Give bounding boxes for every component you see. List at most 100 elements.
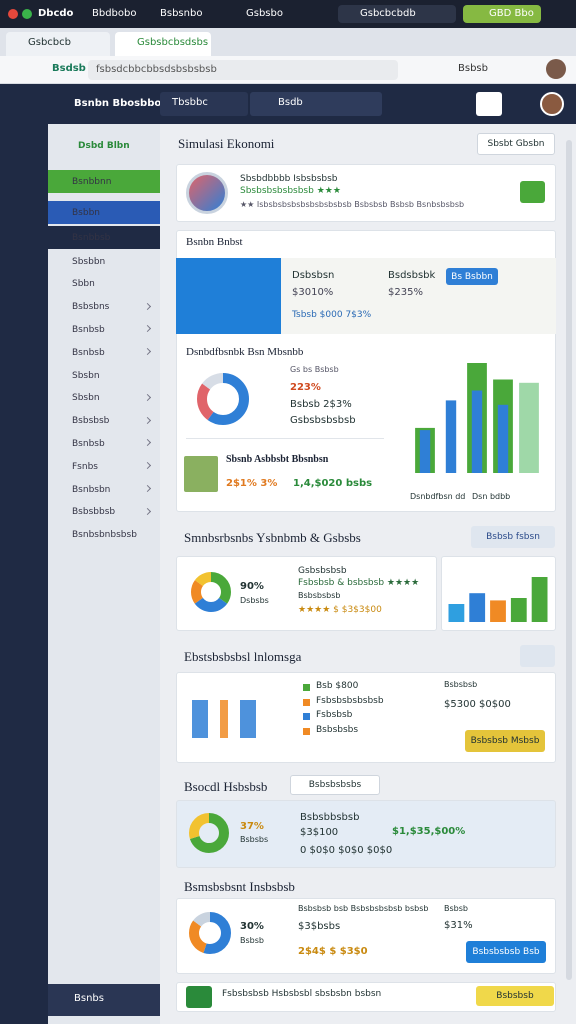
sidebar-footer[interactable]: Bsnbs bbox=[48, 984, 160, 1016]
nav-item[interactable]: Sbsbn bbox=[72, 370, 100, 381]
nav-item[interactable]: Bsbbn bbox=[48, 201, 160, 224]
card bbox=[176, 556, 437, 631]
bar bbox=[419, 430, 431, 473]
footer-text: Fsbsbsbsb Hsbsbsbl sbsbsbn bsbsn bbox=[222, 989, 382, 999]
note: Tsbsb $000 7$3% bbox=[292, 310, 372, 320]
profile[interactable]: GBD Bbo bbox=[463, 5, 541, 23]
donut-segment bbox=[189, 912, 231, 954]
sidebar bbox=[48, 124, 160, 1024]
nav-item[interactable]: Sbsbbn bbox=[72, 256, 106, 267]
chevron bbox=[143, 507, 152, 515]
legend-swatch bbox=[303, 713, 310, 720]
search[interactable]: Bsdb bbox=[250, 92, 382, 116]
bar bbox=[531, 577, 548, 622]
tag: Bsbsb bbox=[444, 904, 468, 913]
search[interactable]: Gsbcbcbdb bbox=[338, 5, 456, 23]
donut-segment bbox=[191, 572, 231, 612]
nav-item[interactable]: Bsnbsb bbox=[48, 341, 160, 364]
value: $3$100 bbox=[300, 827, 339, 838]
note: Gsbsbsbsbsb bbox=[290, 415, 356, 426]
legend-swatch bbox=[303, 684, 310, 691]
legend-label: Fsbsbsbsbsbsb bbox=[316, 695, 384, 706]
nav-item[interactable]: Sbbn bbox=[72, 279, 95, 290]
label: Dsbsbsn bbox=[292, 270, 335, 281]
nav-item[interactable]: Bsnbsbn bbox=[48, 478, 160, 501]
label: Bsbsb bbox=[240, 936, 264, 945]
bar bbox=[497, 404, 509, 473]
tag: Bsbsbsb bbox=[444, 680, 478, 689]
button[interactable] bbox=[520, 181, 545, 203]
icon-rail bbox=[0, 124, 48, 1024]
bar bbox=[469, 593, 486, 622]
avatar[interactable] bbox=[540, 92, 564, 116]
button[interactable]: Bsbsbsb Msbsb bbox=[465, 730, 545, 752]
chevron bbox=[143, 416, 152, 424]
action[interactable]: Bsbsb bbox=[458, 63, 488, 74]
card-header: Bsnbn Bnbst bbox=[186, 236, 243, 248]
nav-active[interactable]: Bsnbbnn bbox=[48, 170, 160, 193]
chevron bbox=[143, 439, 152, 447]
donut bbox=[197, 373, 249, 425]
dropdown[interactable]: Bsbsbsbsbs bbox=[290, 775, 380, 795]
nav-item[interactable]: Bsbsbbsb bbox=[48, 501, 160, 524]
donut bbox=[191, 572, 231, 612]
bar bbox=[519, 382, 539, 473]
nav-item[interactable]: Bsbsbsb bbox=[48, 410, 160, 433]
button[interactable]: Bs Bsbbn bbox=[446, 268, 498, 285]
sub: Bsbsbsbsb bbox=[298, 591, 341, 600]
nav-item[interactable]: Bsnbsbnbsbsb bbox=[72, 530, 137, 541]
name: Gsbsbsbsb bbox=[298, 566, 347, 576]
nav-item[interactable]: Sbsbn bbox=[48, 387, 160, 410]
rate: 2$1% 3% bbox=[226, 478, 278, 489]
tab[interactable]: Gsbsbcbsdsbs bbox=[115, 32, 211, 56]
dropdown[interactable] bbox=[520, 645, 555, 667]
donut-segment bbox=[189, 813, 229, 853]
button[interactable]: Bsbsbsbsb Bsb bbox=[466, 941, 546, 963]
menu[interactable]: Tbsbbc bbox=[160, 92, 248, 116]
button[interactable]: Sbsbt Gbsbn bbox=[477, 133, 555, 155]
label: Dsbsbs bbox=[240, 596, 269, 605]
menu[interactable]: Gsbsbo bbox=[246, 8, 283, 19]
chevron bbox=[143, 325, 152, 333]
value: $3010% bbox=[292, 287, 334, 298]
percent: 37% bbox=[240, 821, 264, 832]
scrollbar[interactable] bbox=[566, 140, 572, 980]
rate: $31% bbox=[444, 920, 473, 931]
site: Bsdsb bbox=[52, 63, 86, 74]
section-title: Bsocdl Hsbsbsb bbox=[184, 779, 268, 794]
icon bbox=[186, 172, 228, 214]
chevron bbox=[143, 462, 152, 470]
nav-item[interactable]: Fsnbs bbox=[48, 455, 160, 478]
nav-item[interactable]: Bsnbbsb bbox=[48, 226, 160, 249]
card bbox=[176, 164, 556, 222]
dot bbox=[8, 9, 18, 19]
dot bbox=[22, 9, 32, 19]
nav-item[interactable]: Bsnbsb bbox=[48, 318, 160, 341]
bar bbox=[510, 598, 527, 622]
chevron bbox=[143, 302, 152, 310]
tab[interactable]: Gsbcbcb bbox=[6, 32, 110, 56]
notifications[interactable] bbox=[476, 92, 502, 116]
bar bbox=[448, 604, 465, 622]
page-title: Simulasi Ekonomi bbox=[178, 136, 275, 151]
url[interactable]: fsbsdcbbcbbsdsbsbsbsb bbox=[88, 60, 398, 80]
item-title: Sbsnb Asbbsbt Bbsnbsn bbox=[226, 454, 329, 465]
dropdown[interactable]: Bsbsb fsbsn bbox=[471, 526, 555, 548]
axis-label: Dsnbdfbsn dd bbox=[410, 492, 466, 501]
button[interactable]: Bsbsbsb bbox=[476, 986, 554, 1006]
legend-label: Fsbsbsb bbox=[316, 710, 353, 720]
stars: ★★★★ $ $3$3$00 bbox=[298, 605, 382, 615]
donut bbox=[189, 813, 229, 853]
avatar[interactable] bbox=[546, 59, 566, 79]
total: $1,$35,$00% bbox=[392, 826, 466, 837]
nav-item[interactable]: Bsbsbns bbox=[48, 296, 160, 319]
nav-item[interactable]: Bsnbsb bbox=[48, 432, 160, 455]
value: 1,4,$020 bsbs bbox=[293, 478, 373, 489]
menu[interactable]: Bsbsnbo bbox=[160, 8, 203, 19]
logo: Dsbd Blbn bbox=[78, 141, 130, 151]
menu[interactable]: Bbdbobo bbox=[92, 8, 137, 19]
image bbox=[184, 456, 218, 492]
section-title: Ebstsbsbsbsl lnlomsga bbox=[184, 649, 302, 664]
label: Bsdsbsbk bbox=[388, 270, 436, 281]
legend-swatch bbox=[303, 727, 310, 735]
